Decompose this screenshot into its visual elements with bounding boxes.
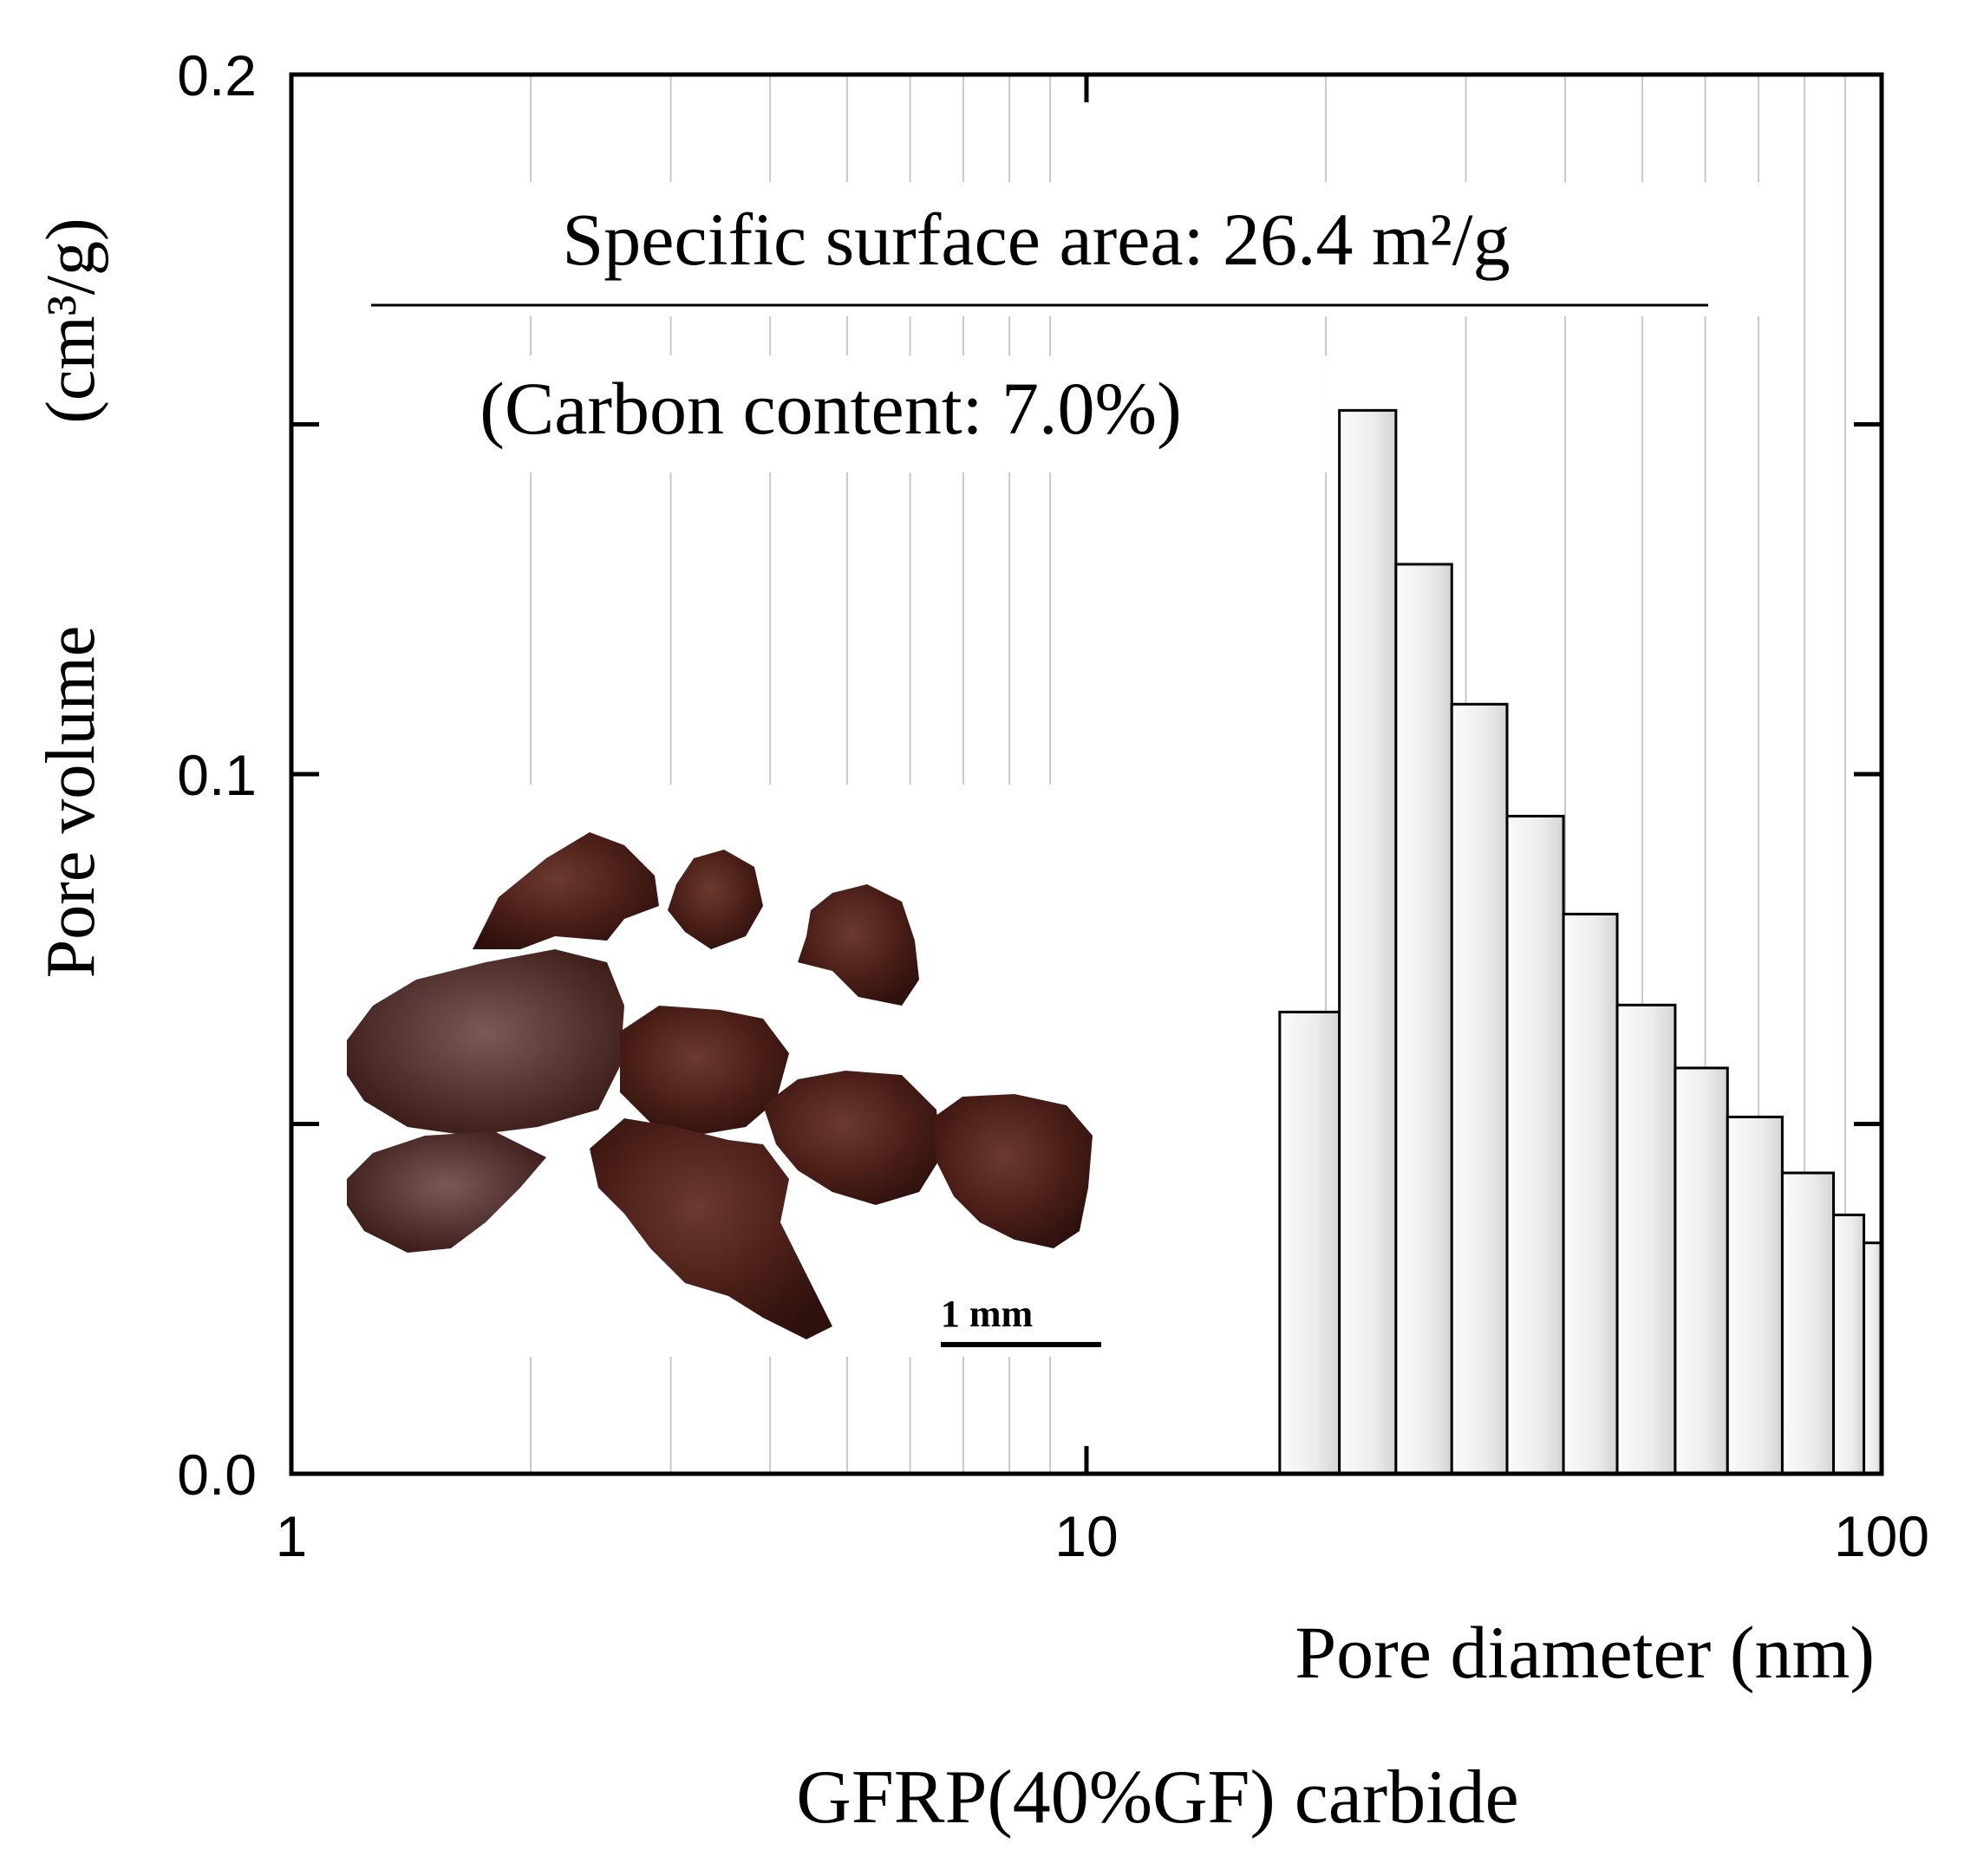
particle-1 <box>473 832 659 949</box>
chart-title: GFRP(40%GF) carbide <box>796 1755 1518 1840</box>
bar-2 <box>1394 563 1453 1475</box>
particle-2 <box>668 850 763 949</box>
bar-3 <box>1450 702 1509 1475</box>
bar-7 <box>1674 1066 1729 1475</box>
particle-9 <box>590 1118 832 1339</box>
y-axis-title: Pore volume <box>33 626 109 979</box>
bar-9 <box>1780 1171 1836 1475</box>
bar-8 <box>1726 1115 1784 1475</box>
particle-6 <box>763 1071 941 1205</box>
annotation-bg-carbon <box>330 355 1327 472</box>
y-tick-label-0.1: 0.1 <box>177 743 257 807</box>
y-tick-label-0.0: 0.0 <box>177 1443 257 1507</box>
carbon-content-annotation: (Carbon content: 7.0%) <box>480 367 1182 450</box>
x-tick-label-10: 10 <box>1054 1504 1118 1568</box>
bar-4 <box>1505 814 1565 1475</box>
bar-11 <box>1863 1241 1883 1475</box>
annotation-bg-top <box>364 182 1804 316</box>
x-axis-title: Pore diameter (nm) <box>1295 1611 1875 1694</box>
y-tick-label-0.2: 0.2 <box>177 43 257 107</box>
particle-4 <box>347 949 624 1136</box>
bars-layer <box>1278 408 1883 1475</box>
bar-5 <box>1562 912 1619 1475</box>
tick-labels-layer: 1 10 100 0.0 0.1 0.2 <box>177 43 1929 1568</box>
particle-3 <box>798 884 919 1006</box>
scale-bar-label: 1 mm <box>941 1293 1033 1335</box>
surface-area-annotation: Specific surface area: 26.4 m²/g <box>562 198 1510 281</box>
particle-5 <box>620 1006 789 1136</box>
bar-1 <box>1338 408 1398 1475</box>
bar-0 <box>1278 1010 1341 1475</box>
y-axis-unit: (cm³/g) <box>33 218 109 423</box>
bar-10 <box>1832 1213 1866 1475</box>
bar-6 <box>1615 1003 1677 1475</box>
x-tick-label-100: 100 <box>1834 1504 1929 1568</box>
particle-8 <box>347 1131 546 1253</box>
inset-photo: 1 mm <box>330 785 1123 1357</box>
x-tick-label-1: 1 <box>276 1504 308 1568</box>
particle-7 <box>932 1094 1093 1248</box>
ticks-layer <box>289 72 1884 1476</box>
